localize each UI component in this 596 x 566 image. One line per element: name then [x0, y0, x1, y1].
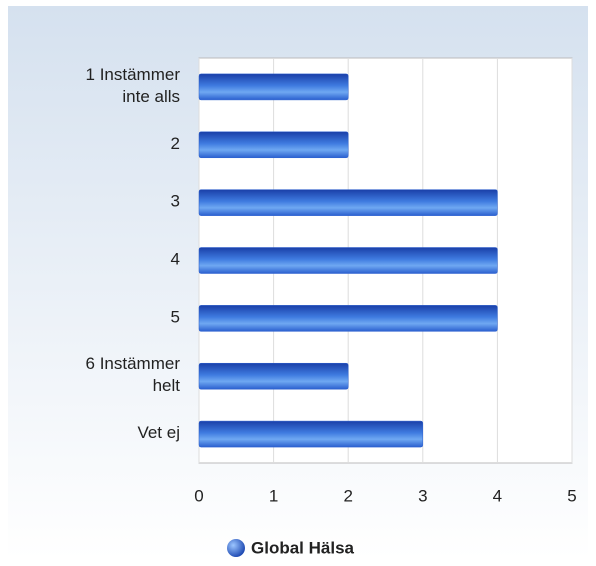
bar [198, 362, 349, 390]
bar [198, 73, 349, 101]
y-tick-label-line: 1 Instämmer [86, 65, 181, 84]
y-tick-label: 2 [171, 134, 180, 153]
y-tick-label-line: Vet ej [137, 424, 180, 443]
bar [198, 131, 349, 159]
x-tick-label: 4 [493, 486, 502, 505]
y-tick-label-line: helt [153, 377, 181, 396]
y-tick-label: Vet ej [137, 424, 180, 443]
y-tick-label-line: 4 [171, 250, 180, 269]
y-tick-label-line: inte alls [122, 87, 180, 106]
y-tick-label: 3 [171, 192, 180, 211]
x-tick-label: 0 [194, 486, 203, 505]
y-tick-label-line: 3 [171, 192, 180, 211]
x-tick-label: 5 [567, 486, 576, 505]
y-tick-label: 5 [171, 308, 180, 327]
bar [198, 305, 498, 332]
x-tick-label: 2 [343, 486, 352, 505]
legend-marker [227, 539, 245, 557]
y-tick-label: 1 Instämmer inte alls [86, 65, 181, 106]
y-tick-label-line: 5 [171, 308, 180, 327]
x-tick-label: 1 [269, 486, 278, 505]
legend-label: Global Hälsa [251, 538, 355, 557]
y-tick-label-line: 6 Instämmer [86, 355, 181, 374]
x-tick-label: 3 [418, 486, 427, 505]
y-tick-label-line: 2 [171, 134, 180, 153]
y-tick-label: 6 Instämmer helt [86, 355, 181, 396]
bar [198, 247, 498, 274]
bar [198, 189, 498, 216]
bar [198, 420, 424, 448]
y-tick-label: 4 [171, 250, 180, 269]
